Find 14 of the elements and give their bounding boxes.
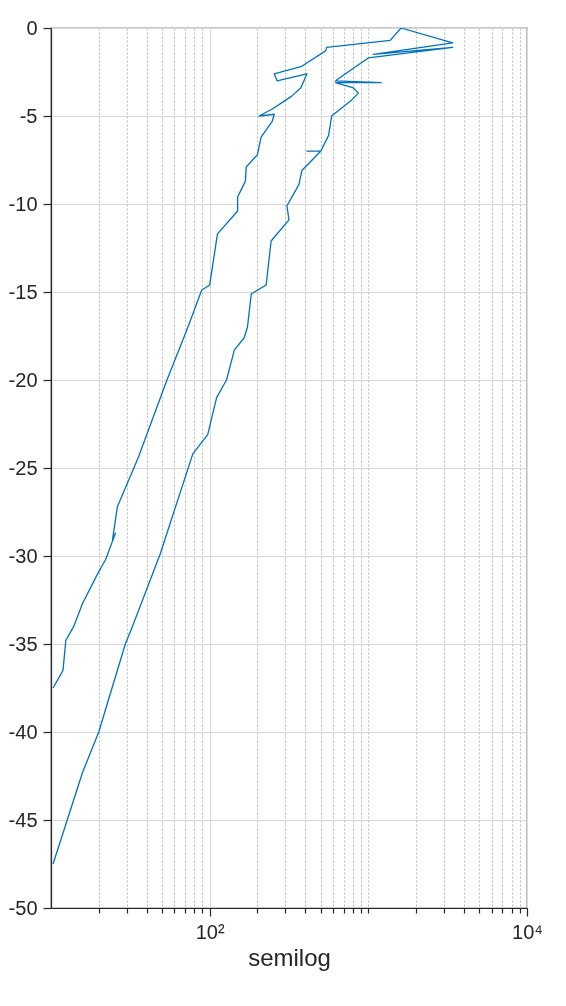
y-tick-label: -40 <box>8 720 38 743</box>
y-tick-label: -15 <box>8 280 38 303</box>
y-tick-label: -35 <box>8 632 38 655</box>
y-tick-label: 0 <box>26 16 38 39</box>
y-tick-label: -45 <box>8 808 38 831</box>
y-tick-label: -25 <box>8 456 38 479</box>
y-tick-label: -20 <box>8 368 38 391</box>
y-tick-label: -30 <box>8 544 38 567</box>
x-axis-title: semilog <box>248 943 331 971</box>
x-tick-label: 10⁴ <box>512 920 543 943</box>
y-tick-label: -10 <box>8 192 38 215</box>
y-tick-label: -50 <box>8 896 38 919</box>
x-tick-label: 10² <box>195 920 225 943</box>
y-tick-label: -5 <box>19 104 38 127</box>
